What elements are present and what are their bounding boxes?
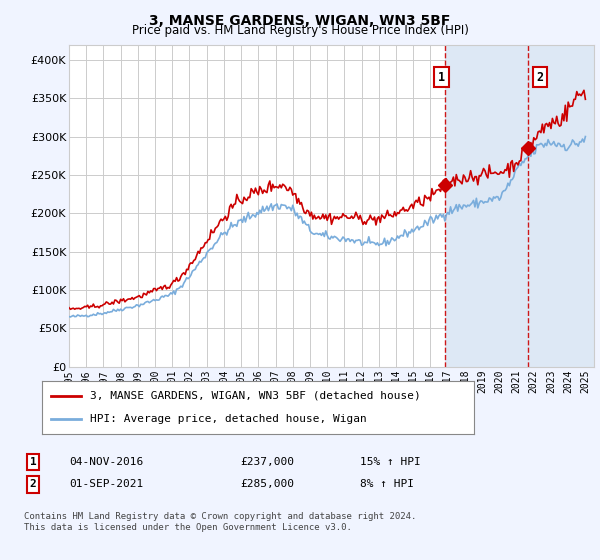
Text: Contains HM Land Registry data © Crown copyright and database right 2024.
This d: Contains HM Land Registry data © Crown c… xyxy=(24,512,416,532)
Text: 04-NOV-2016: 04-NOV-2016 xyxy=(69,457,143,467)
Text: 15% ↑ HPI: 15% ↑ HPI xyxy=(360,457,421,467)
Text: 2: 2 xyxy=(536,71,544,83)
Text: 01-SEP-2021: 01-SEP-2021 xyxy=(69,479,143,489)
Text: 3, MANSE GARDENS, WIGAN, WN3 5BF (detached house): 3, MANSE GARDENS, WIGAN, WN3 5BF (detach… xyxy=(89,391,420,401)
Text: 3, MANSE GARDENS, WIGAN, WN3 5BF: 3, MANSE GARDENS, WIGAN, WN3 5BF xyxy=(149,14,451,28)
Text: 1: 1 xyxy=(29,457,37,467)
Text: 8% ↑ HPI: 8% ↑ HPI xyxy=(360,479,414,489)
Text: £285,000: £285,000 xyxy=(240,479,294,489)
Text: £237,000: £237,000 xyxy=(240,457,294,467)
Text: HPI: Average price, detached house, Wigan: HPI: Average price, detached house, Wiga… xyxy=(89,414,366,424)
Text: 1: 1 xyxy=(438,71,445,83)
Text: 2: 2 xyxy=(29,479,37,489)
Text: Price paid vs. HM Land Registry's House Price Index (HPI): Price paid vs. HM Land Registry's House … xyxy=(131,24,469,37)
Bar xyxy=(445,45,594,367)
